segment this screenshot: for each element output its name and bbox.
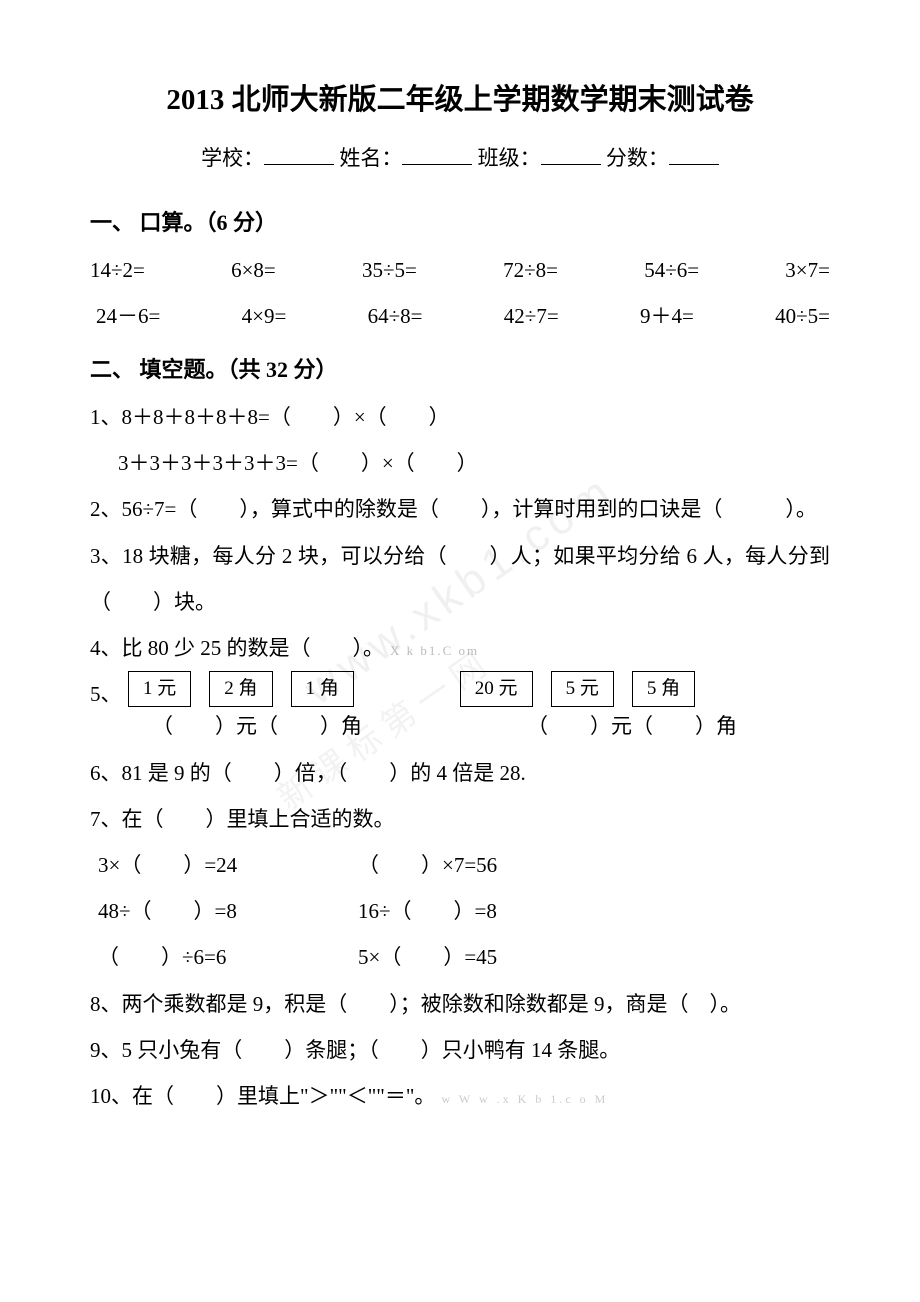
money-box: 5 角: [632, 671, 695, 707]
q10-text: 10、在（ ）里填上"＞""＜""＝"。: [90, 1084, 435, 1108]
q4-text: 4、比 80 少 25 的数是（ ）。: [90, 636, 384, 660]
section-1-head: 一、 口算。（6 分）: [90, 199, 830, 247]
calc-cell: 42÷7=: [504, 293, 559, 339]
q4: 4、比 80 少 25 的数是（ ）。 X k b1.C om: [90, 625, 830, 671]
q5: 5、 1 元 2 角 1 角 20 元 5 元 5 角 （ ）元（ ）角 （ ）…: [90, 671, 830, 750]
calc-cell: 40÷5=: [775, 293, 830, 339]
q5-right-caption: （ ）元（ ）角: [492, 703, 772, 749]
calc-cell: 35÷5=: [362, 247, 417, 293]
blank-school: [264, 143, 334, 165]
q7-row1: 3×（ ）=24 （ ）×7=56: [90, 842, 830, 888]
q1a: 1、8＋8＋8＋8＋8=（ ）×（ ）: [90, 394, 830, 440]
calc-cell: 9＋4=: [640, 293, 694, 339]
section-2-head: 二、 填空题。（共 32 分）: [90, 346, 830, 394]
info-school-label: 学校：: [201, 146, 264, 170]
inline-watermark: X k b1.C om: [390, 643, 479, 658]
money-box: 1 角: [291, 671, 354, 707]
info-score-label: 分数：: [606, 146, 669, 170]
blank-name: [402, 143, 472, 165]
q7-row2: 48÷（ ）=8 16÷（ ）=8: [90, 888, 830, 934]
money-box: 1 元: [128, 671, 191, 707]
q5-left-group: 1 元 2 角 1 角: [128, 671, 354, 707]
eq-cell: 5×（ ）=45: [358, 934, 497, 980]
money-box: 5 元: [551, 671, 614, 707]
page-title: 2013 北师大新版二年级上学期数学期末测试卷: [90, 80, 830, 121]
q6: 6、81 是 9 的（ ）倍，（ ）的 4 倍是 28.: [90, 750, 830, 796]
calc-cell: 24－6=: [96, 293, 160, 339]
eq-cell: 48÷（ ）=8: [98, 888, 358, 934]
q5-label: 5、: [90, 671, 128, 717]
q2: 2、56÷7=（ ），算式中的除数是（ ），计算时用到的口诀是（ ）。: [90, 486, 830, 532]
calc-cell: 54÷6=: [644, 247, 699, 293]
info-name-label: 姓名：: [339, 146, 402, 170]
info-row: 学校： 姓名： 班级： 分数：: [90, 135, 830, 181]
blank-score: [669, 143, 719, 165]
inline-watermark: w W w .x K b 1.c o M: [441, 1092, 608, 1106]
eq-cell: 16÷（ ）=8: [358, 888, 497, 934]
blank-class: [541, 143, 601, 165]
q5-left-caption: （ ）元（ ）角: [128, 703, 386, 749]
q8: 8、两个乘数都是 9，积是（ ）；被除数和除数都是 9，商是（ ）。: [90, 981, 830, 1027]
q5-right-group: 20 元 5 元 5 角: [460, 671, 695, 707]
q3: 3、18 块糖，每人分 2 块，可以分给（ ）人；如果平均分给 6 人，每人分到…: [90, 533, 830, 625]
calc-cell: 4×9=: [242, 293, 287, 339]
calc-cell: 6×8=: [231, 247, 276, 293]
eq-cell: 3×（ ）=24: [98, 842, 358, 888]
calc-row-2: 24－6= 4×9= 64÷8= 42÷7= 9＋4= 40÷5=: [90, 293, 830, 339]
info-class-label: 班级：: [478, 146, 541, 170]
q7-row3: （ ）÷6=6 5×（ ）=45: [90, 934, 830, 980]
q1b: 3＋3＋3＋3＋3＋3=（ ）×（ ）: [90, 440, 830, 486]
q9: 9、5 只小兔有（ ）条腿；（ ）只小鸭有 14 条腿。: [90, 1027, 830, 1073]
q10: 10、在（ ）里填上"＞""＜""＝"。 w W w .x K b 1.c o M: [90, 1073, 830, 1119]
money-box: 2 角: [209, 671, 272, 707]
eq-cell: （ ）÷6=6: [98, 934, 358, 980]
eq-cell: （ ）×7=56: [358, 842, 497, 888]
calc-row-1: 14÷2= 6×8= 35÷5= 72÷8= 54÷6= 3×7=: [90, 247, 830, 293]
calc-cell: 3×7=: [785, 247, 830, 293]
calc-cell: 64÷8=: [368, 293, 423, 339]
calc-cell: 72÷8=: [503, 247, 558, 293]
q7: 7、在（ ）里填上合适的数。: [90, 796, 830, 842]
money-box: 20 元: [460, 671, 533, 707]
calc-cell: 14÷2=: [90, 247, 145, 293]
